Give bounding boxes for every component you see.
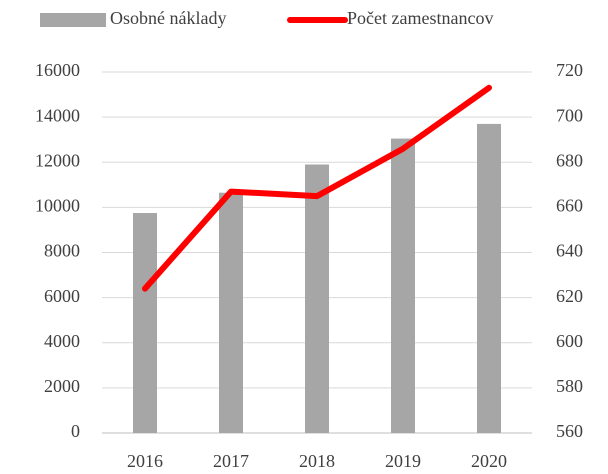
y-tick-label: 6000: [44, 286, 80, 306]
y-tick-label: 12000: [35, 150, 80, 170]
x-tick-label: 2017: [213, 451, 249, 471]
bar: [477, 123, 501, 434]
y-tick-label: 4000: [44, 331, 80, 351]
y2-tick-label: 580: [556, 376, 583, 396]
y2-tick-label: 600: [556, 331, 583, 351]
y-tick-label: 16000: [35, 60, 80, 80]
y-tick-label: 8000: [44, 241, 80, 261]
legend-label: Osobné náklady: [110, 8, 226, 28]
y-tick-label: 2000: [44, 376, 80, 396]
bar: [219, 192, 243, 433]
x-tick-label: 2020: [471, 451, 507, 471]
y2-tick-label: 720: [556, 60, 583, 80]
legend-swatch: [40, 13, 106, 27]
bar: [305, 164, 329, 433]
y-tick-label: 0: [71, 421, 80, 441]
x-tick-label: 2019: [385, 451, 421, 471]
legend-label: Počet zamestnancov: [347, 8, 493, 28]
bar: [391, 138, 415, 433]
y2-tick-label: 700: [556, 105, 583, 125]
y2-tick-label: 560: [556, 421, 583, 441]
x-tick-label: 2016: [127, 451, 163, 471]
bar: [133, 213, 157, 433]
y-tick-label: 10000: [35, 196, 80, 216]
y2-tick-label: 640: [556, 241, 583, 261]
y2-tick-label: 620: [556, 286, 583, 306]
line: [142, 84, 492, 292]
y2-tick-label: 680: [556, 150, 583, 170]
x-tick-label: 2018: [299, 451, 335, 471]
y2-tick-label: 660: [556, 196, 583, 216]
y-tick-label: 14000: [35, 105, 80, 125]
